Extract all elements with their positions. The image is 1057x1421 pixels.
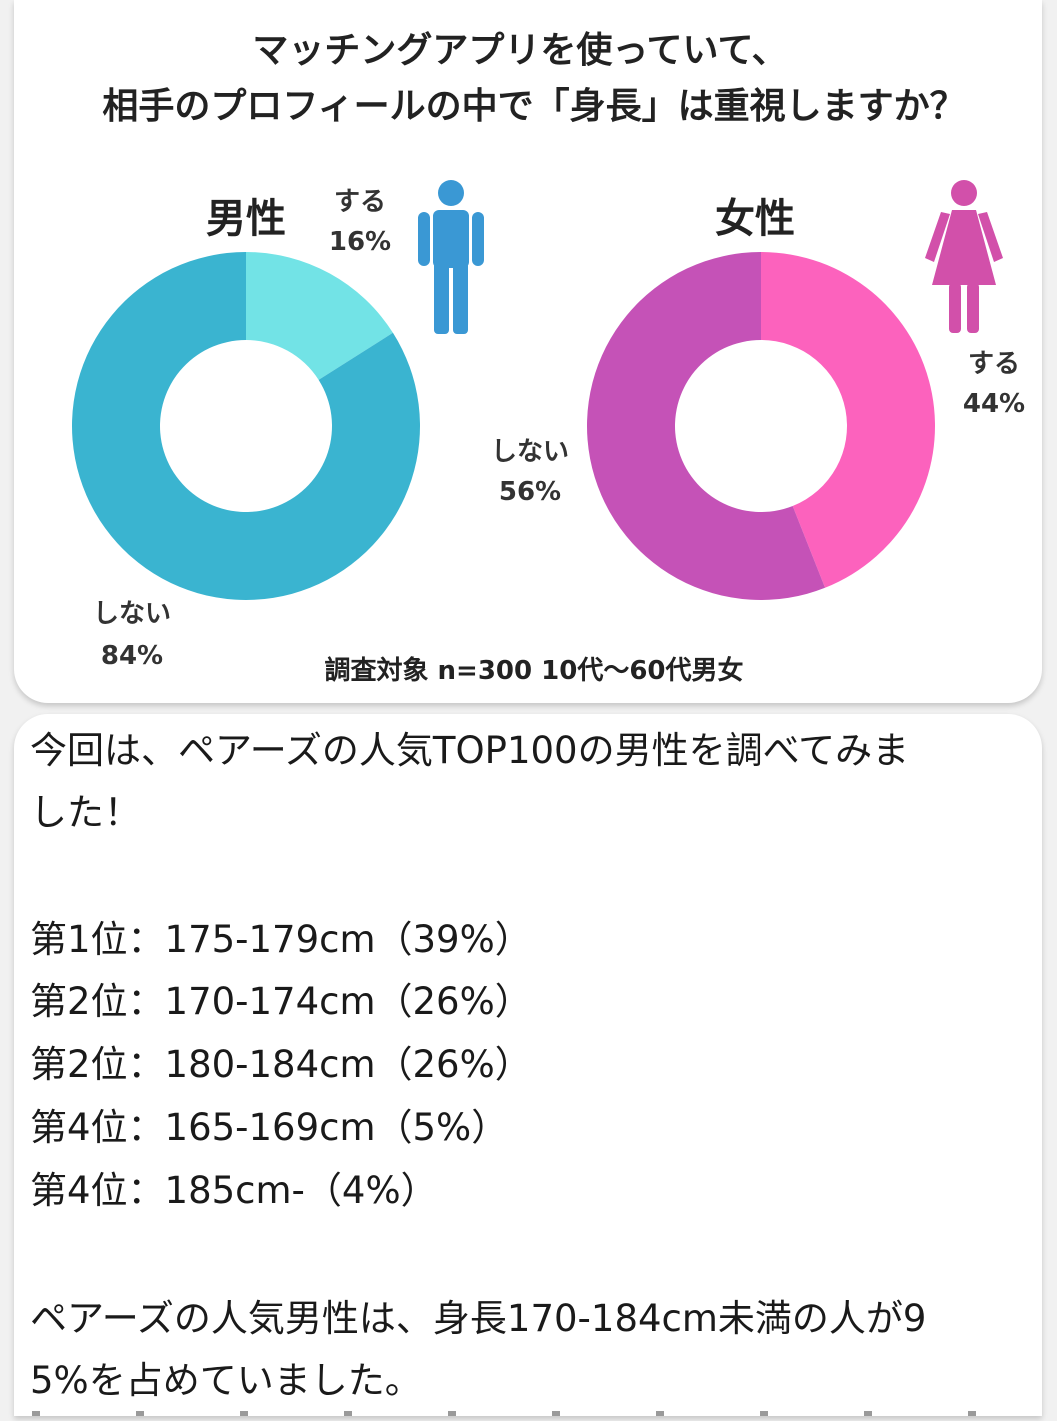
chart-title-line-1: マッチングアプリを使っていて、: [252, 30, 787, 71]
scroll-tick: [32, 1411, 40, 1416]
scroll-tick: [864, 1411, 872, 1416]
female-slice-suru: [761, 252, 935, 588]
article-line: 第4位：165-169cm（5%）: [30, 1106, 509, 1149]
female-donut: [586, 251, 935, 600]
scroll-tick: [760, 1411, 768, 1416]
male-shinai-value: 84%: [101, 641, 163, 671]
article-line: 今回は、ペアーズの人気TOP100の男性を調べてみま: [30, 729, 910, 772]
article-line: ペアーズの人気男性は、身長170-184cm未満の人が9: [30, 1297, 927, 1340]
article-card: 今回は、ペアーズの人気TOP100の男性を調べてみま した！ 第1位：175-179…: [14, 714, 1042, 1416]
chart-card: マッチングアプリを使っていて、 相手のプロフィールの中で「身長」は重視しますか？…: [14, 0, 1042, 703]
scroll-tick: [240, 1411, 248, 1416]
male-donut: [71, 252, 420, 600]
donut-chart-figure: マッチングアプリを使っていて、 相手のプロフィールの中で「身長」は重視しますか？…: [71, 30, 1025, 686]
female-shinai-value: 56%: [499, 477, 561, 507]
female-shinai-label: しない: [491, 437, 569, 467]
male-shinai-label: しない: [93, 599, 171, 629]
article-line: 第4位：185cm-（4%）: [30, 1169, 438, 1212]
article-line: 5%を占めていました。: [30, 1359, 422, 1402]
male-slice-suru: [246, 252, 393, 380]
female-suru-value: 44%: [963, 389, 1025, 419]
male-slice-shinai: [71, 252, 420, 600]
male-suru-value: 16%: [329, 227, 391, 257]
article-line: 第2位：170-174cm（26%）: [30, 980, 532, 1023]
article-line: 第2位：180-184cm（26%）: [30, 1043, 532, 1086]
male-suru-label: する: [334, 187, 386, 217]
survey-note: 調査対象 n=300 10代〜60代男女: [324, 655, 743, 686]
female-suru-label: する: [968, 349, 1020, 379]
female-person-icon: [925, 180, 1003, 333]
article-line: 第1位：175-179cm（39%）: [30, 918, 532, 961]
male-chart-title: 男性: [206, 196, 286, 242]
scroll-tick: [136, 1411, 144, 1416]
male-person-icon: [418, 180, 484, 334]
scroll-tick: [656, 1411, 664, 1416]
scroll-tick: [968, 1411, 976, 1416]
female-chart-title: 女性: [715, 196, 795, 242]
chart-title-line-2: 相手のプロフィールの中で「身長」は重視しますか？: [102, 86, 965, 127]
scroll-tick: [448, 1411, 456, 1416]
female-slice-shinai: [586, 251, 826, 600]
scroll-tick: [344, 1411, 352, 1416]
article-line: した！: [30, 791, 141, 834]
scroll-tick: [552, 1411, 560, 1416]
